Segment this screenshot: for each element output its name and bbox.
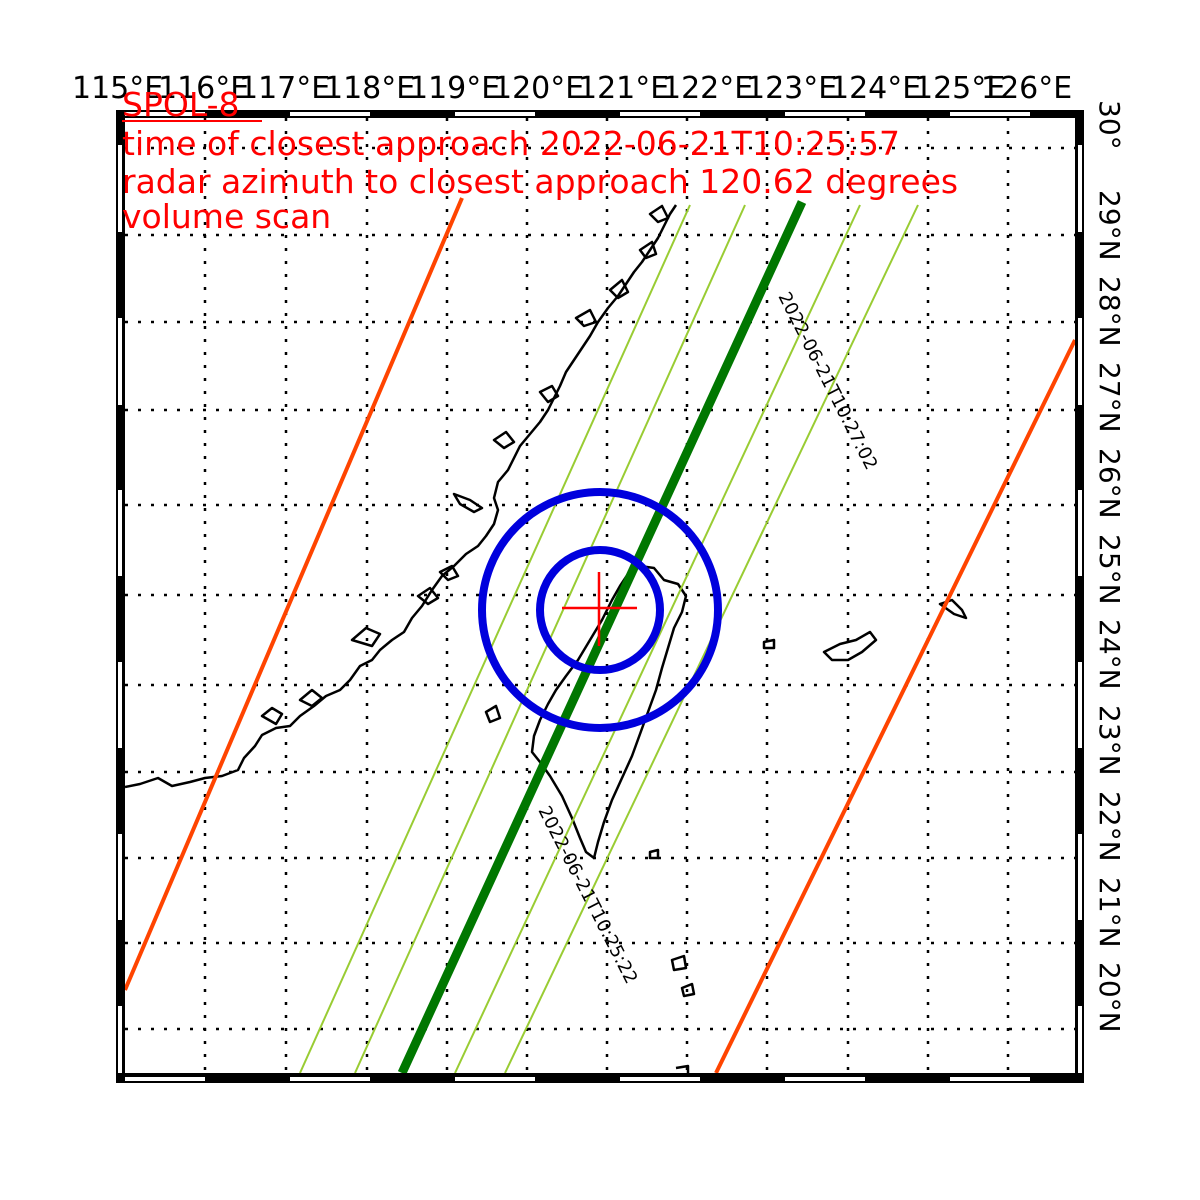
lat-label: 30° bbox=[1093, 100, 1126, 150]
lat-label: 29°N bbox=[1093, 190, 1126, 261]
lat-label: 23°N bbox=[1093, 705, 1126, 776]
lon-label: 118°E bbox=[324, 71, 415, 106]
swath-edge-left bbox=[125, 197, 464, 991]
china-coast-islands bbox=[260, 204, 670, 726]
lat-label: 24°N bbox=[1093, 619, 1126, 690]
title-closest-approach-time: time of closest approach 2022-06-21T10:2… bbox=[122, 124, 900, 163]
swath-line bbox=[454, 204, 861, 1073]
lat-label: 20°N bbox=[1093, 962, 1126, 1033]
lat-label: 26°N bbox=[1093, 448, 1126, 519]
title-radar-azimuth: radar azimuth to closest approach 120.62… bbox=[122, 162, 958, 201]
coastline bbox=[125, 204, 678, 789]
lon-label: 125°E bbox=[914, 71, 1005, 106]
lon-label: 120°E bbox=[493, 71, 584, 106]
lat-label: 27°N bbox=[1093, 362, 1126, 433]
graticule bbox=[125, 118, 1075, 1073]
coastline-taiwan bbox=[484, 564, 968, 1073]
lon-label: 123°E bbox=[746, 71, 837, 106]
lon-label: 116°E bbox=[158, 71, 249, 106]
taiwan-island bbox=[530, 564, 688, 860]
lon-label: 119°E bbox=[409, 71, 500, 106]
lon-label: 122°E bbox=[662, 71, 753, 106]
swath-line bbox=[299, 204, 691, 1073]
red-plus-icon bbox=[562, 572, 637, 646]
lon-label: 126°E bbox=[981, 71, 1072, 106]
title-scan-type: volume scan bbox=[122, 197, 331, 236]
range-rings bbox=[478, 488, 722, 732]
lon-label: 115°E bbox=[72, 71, 163, 106]
lon-labels: 115°E 116°E 117°E 118°E 119°E 120°E 121°… bbox=[72, 71, 1072, 106]
lat-label: 28°N bbox=[1093, 276, 1126, 347]
lon-label: 121°E bbox=[578, 71, 669, 106]
lat-label: 22°N bbox=[1093, 791, 1126, 862]
lon-label: 117°E bbox=[239, 71, 330, 106]
lon-label: 124°E bbox=[830, 71, 921, 106]
range-ring-outer bbox=[478, 488, 722, 732]
range-ring-inner bbox=[536, 546, 664, 674]
china-coastline bbox=[125, 204, 678, 789]
lat-labels: 30° 29°N 28°N 27°N 26°N 25°N 24°N 23°N 2… bbox=[1093, 100, 1126, 1033]
lat-label: 25°N bbox=[1093, 534, 1126, 605]
swath-edge-right bbox=[714, 339, 1075, 1073]
title-radar-name: SPOL-8 bbox=[122, 85, 240, 124]
lat-label: 21°N bbox=[1093, 877, 1126, 948]
taiwan-outer-islands bbox=[484, 598, 968, 1073]
ground-track bbox=[397, 200, 807, 1073]
swath-edges bbox=[125, 197, 1075, 1073]
title-block: SPOL-8 time of closest approach 2022-06-… bbox=[122, 85, 958, 236]
